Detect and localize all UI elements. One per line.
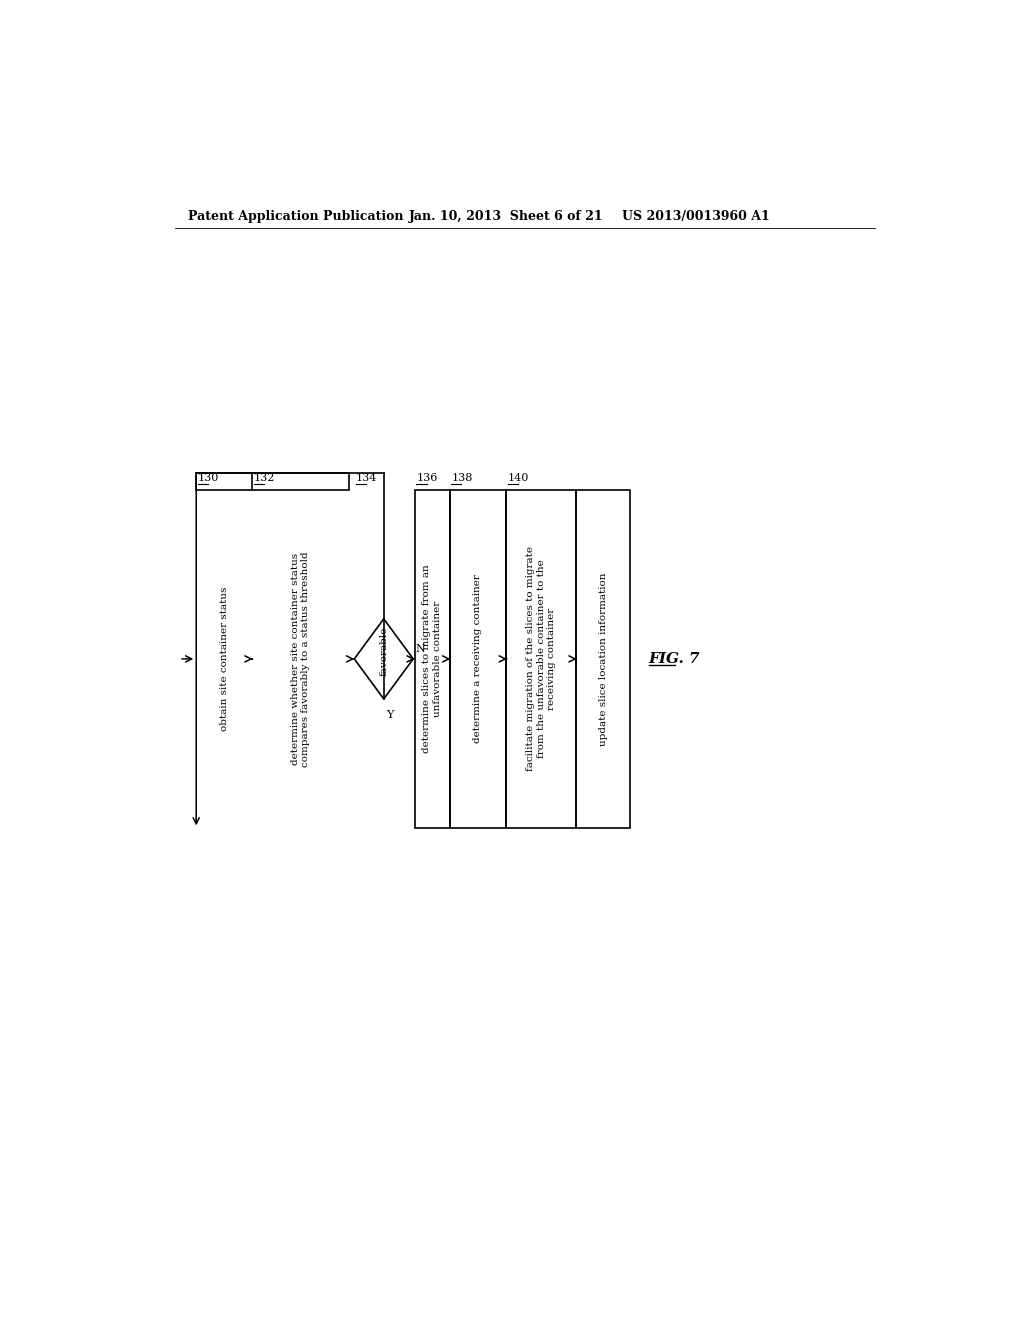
Text: 136: 136 (417, 474, 437, 483)
Text: Jan. 10, 2013  Sheet 6 of 21: Jan. 10, 2013 Sheet 6 of 21 (409, 210, 603, 223)
Text: 130: 130 (198, 474, 219, 483)
Bar (197, 473, 349, 490)
Text: facilitate migration of the slices to migrate
from the unfavorable container to : facilitate migration of the slices to mi… (526, 546, 556, 771)
Bar (575, 490, 630, 829)
Text: 134: 134 (356, 474, 377, 483)
Bar (450, 490, 506, 829)
Text: determine slices to migrate from an
unfavorable container: determine slices to migrate from an unfa… (423, 565, 442, 754)
Text: update slice location information: update slice location information (599, 572, 607, 746)
Text: determine a receiving container: determine a receiving container (473, 574, 482, 743)
Text: 138: 138 (452, 474, 472, 483)
Bar (506, 490, 575, 829)
Text: determine whether site container status
compares favorably to a status threshold: determine whether site container status … (291, 550, 310, 767)
Text: 140: 140 (508, 474, 529, 483)
Text: obtain site container status: obtain site container status (219, 586, 228, 731)
Bar (415, 490, 450, 829)
Text: US 2013/0013960 A1: US 2013/0013960 A1 (623, 210, 770, 223)
Text: favorable: favorable (379, 627, 388, 676)
Text: 132: 132 (254, 474, 274, 483)
Text: Patent Application Publication: Patent Application Publication (188, 210, 403, 223)
Text: Y: Y (386, 710, 393, 719)
Text: FIG. 7: FIG. 7 (649, 652, 700, 665)
Text: N: N (416, 644, 425, 655)
